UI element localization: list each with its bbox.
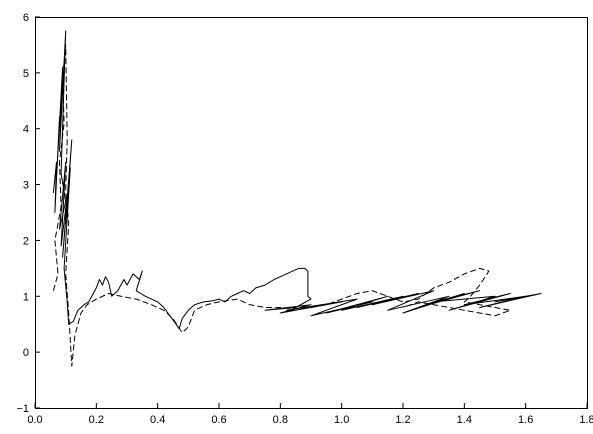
y-axis: −1 0 1 2 3 4 5 6 (16, 12, 40, 415)
y-tick-label: 4 (23, 124, 29, 136)
x-tick-label: 0.2 (89, 414, 104, 426)
series-line-solid (52, 30, 542, 330)
y-tick-label: 1 (23, 291, 29, 303)
x-tick-label: 1.6 (518, 414, 533, 426)
x-tick-label: 1.0 (334, 414, 349, 426)
y-tick-label: 0 (23, 347, 29, 359)
plot-area-frame (35, 17, 588, 409)
x-tick-label: 1.8 (579, 414, 593, 426)
plot-series (52, 30, 542, 367)
x-tick-label: 0.8 (273, 414, 288, 426)
x-tick-label: 0.4 (150, 414, 165, 426)
x-tick-label: 0.0 (27, 414, 42, 426)
y-tick-label: 6 (23, 12, 29, 24)
y-tick-label: 3 (23, 180, 29, 192)
x-tick-label: 0.6 (211, 414, 226, 426)
y-tick-label: 5 (23, 68, 29, 80)
y-tick-label: 2 (23, 235, 29, 247)
x-tick-label: 1.2 (395, 414, 410, 426)
x-axis: 0.0 0.2 0.4 0.6 0.8 1.0 1.2 1.4 1.6 1.8 (27, 403, 593, 426)
series-line-dashed (52, 44, 511, 367)
y-tick-label: −1 (16, 403, 29, 415)
x-tick-label: 1.4 (457, 414, 472, 426)
